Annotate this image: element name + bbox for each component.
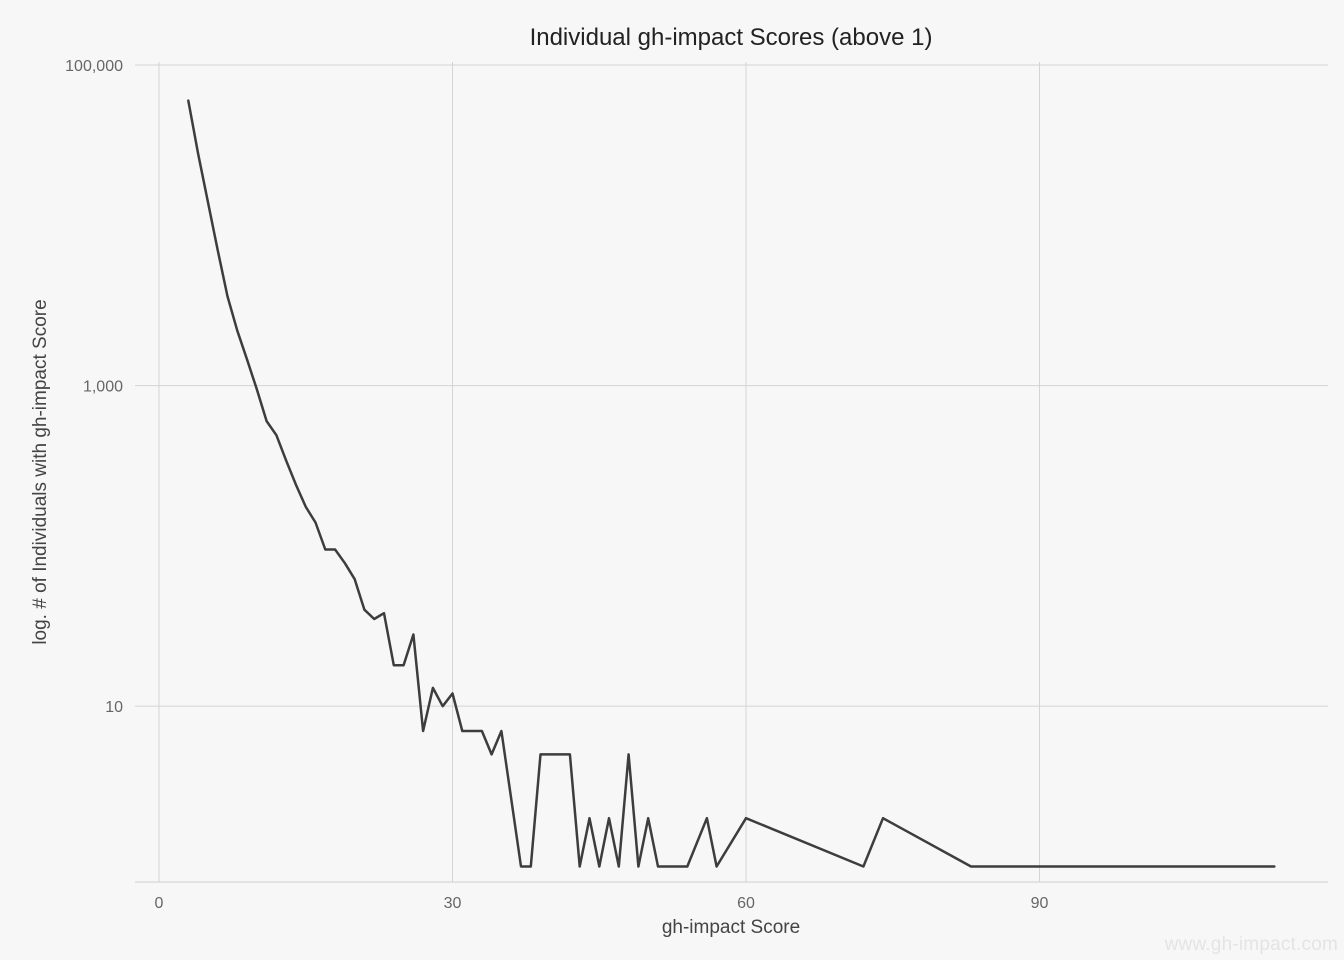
x-axis-label: gh-impact Score (662, 917, 800, 938)
y-axis-label: log. # of Individuals with gh-impact Sco… (30, 299, 51, 644)
series-line (187, 99, 1276, 868)
x-tick-label: 0 (155, 895, 164, 912)
x-tick-label: 30 (444, 895, 462, 912)
gridlines (135, 62, 1328, 882)
x-tick-label: 90 (1031, 895, 1049, 912)
watermark: www.gh-impact.com (1164, 934, 1338, 955)
x-axis-ticks: 0 30 60 90 (155, 895, 1049, 912)
y-tick-label: 1,000 (83, 379, 123, 396)
y-tick-label: 10 (105, 699, 123, 716)
y-axis-ticks: 10 1,000 100,000 (65, 58, 123, 716)
chart-title: Individual gh-impact Scores (above 1) (530, 24, 933, 51)
x-tick-label: 60 (737, 895, 755, 912)
series-group (187, 99, 1276, 868)
y-tick-label: 100,000 (65, 58, 123, 75)
